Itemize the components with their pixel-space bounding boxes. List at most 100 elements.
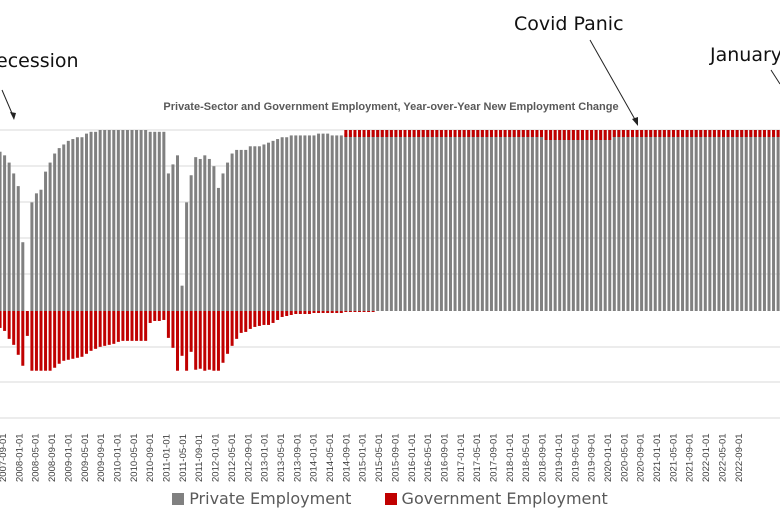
private-bar: [85, 133, 88, 311]
private-bar: [330, 135, 334, 311]
x-tick-label: 2016-05-01: [423, 433, 434, 482]
government-bar: [317, 311, 321, 313]
private-bar: [421, 130, 425, 311]
private-bar: [221, 173, 225, 311]
government-cap: [635, 130, 639, 137]
private-bar: [21, 242, 25, 311]
private-bar: [667, 130, 671, 311]
private-bar: [244, 149, 248, 311]
private-bar: [467, 130, 471, 311]
government-bar: [139, 311, 143, 341]
private-bar: [599, 130, 603, 311]
recession-annotation: ecession: [0, 50, 79, 72]
private-bar: [176, 155, 179, 311]
legend: Private Employment Government Employment: [0, 489, 780, 508]
private-bar: [344, 133, 348, 311]
private-bar: [749, 130, 753, 311]
legend-government-label: Government Employment: [401, 489, 608, 508]
private-bar: [644, 130, 648, 311]
private-bar: [521, 130, 525, 311]
government-bar: [162, 311, 166, 320]
government-cap: [394, 130, 398, 137]
government-bar: [248, 311, 252, 329]
private-bar: [703, 130, 707, 311]
government-bar: [276, 311, 280, 320]
private-bar: [772, 130, 776, 311]
private-bar: [39, 189, 43, 311]
private-bar: [112, 130, 116, 311]
government-cap: [376, 130, 380, 137]
private-bar: [499, 130, 503, 311]
government-cap: [367, 130, 371, 137]
private-bar: [267, 142, 270, 311]
government-bar: [312, 311, 316, 313]
government-cap: [631, 130, 634, 137]
government-cap: [776, 130, 780, 137]
private-bar: [653, 130, 657, 311]
private-bar: [103, 130, 107, 311]
private-bar: [640, 130, 644, 311]
government-bar: [153, 311, 157, 321]
government-bar: [262, 311, 266, 325]
government-bar: [267, 311, 270, 325]
private-bar: [535, 130, 539, 311]
private-bar: [612, 130, 616, 311]
private-bar: [476, 130, 480, 311]
x-tick-label: 2017-09-01: [489, 433, 500, 482]
government-cap: [676, 130, 680, 137]
private-bar: [3, 155, 7, 311]
government-bar: [75, 311, 79, 358]
government-cap: [699, 130, 703, 137]
private-bar: [148, 131, 152, 311]
private-bar: [144, 130, 148, 311]
government-bar: [98, 311, 102, 347]
government-cap: [503, 130, 507, 137]
government-cap: [371, 130, 375, 137]
government-bar: [226, 311, 230, 354]
x-tick-label: 2016-01-01: [407, 433, 418, 482]
government-bar: [25, 311, 29, 336]
government-bar: [180, 311, 184, 356]
government-bar: [53, 311, 57, 368]
government-cap: [762, 130, 766, 137]
government-cap: [462, 130, 466, 137]
government-bar: [125, 311, 129, 341]
private-bar: [480, 130, 484, 311]
x-tick-label: 2021-01-01: [652, 433, 663, 482]
private-bar: [94, 131, 98, 311]
government-cap: [358, 130, 361, 137]
government-bar: [66, 311, 70, 360]
government-cap: [535, 130, 539, 137]
private-bar: [16, 186, 20, 311]
private-bar: [617, 130, 621, 311]
private-bar: [212, 166, 216, 311]
government-cap: [731, 130, 735, 137]
private-bar: [162, 131, 166, 311]
private-bar: [676, 130, 680, 311]
government-bar: [171, 311, 175, 348]
x-tick-label: 2018-05-01: [521, 433, 532, 482]
government-cap: [489, 130, 493, 137]
private-bar: [30, 202, 34, 311]
government-cap: [348, 130, 352, 137]
private-bar: [34, 193, 38, 311]
government-bar: [157, 311, 161, 321]
private-bar: [394, 130, 398, 311]
government-bar: [353, 311, 357, 312]
x-tick-label: 2017-05-01: [472, 433, 483, 482]
government-cap: [749, 130, 753, 137]
government-cap: [658, 130, 662, 137]
private-bar: [508, 130, 512, 311]
private-bar: [226, 162, 230, 311]
private-bar: [121, 130, 125, 311]
chart-title: Private-Sector and Government Employment…: [163, 101, 618, 113]
private-bar: [635, 130, 639, 311]
private-bar: [189, 175, 193, 311]
government-bar: [94, 311, 98, 349]
government-cap: [544, 130, 548, 140]
government-bar: [339, 311, 343, 313]
private-bar: [608, 130, 612, 311]
government-cap: [621, 130, 625, 137]
private-bar: [239, 149, 243, 311]
